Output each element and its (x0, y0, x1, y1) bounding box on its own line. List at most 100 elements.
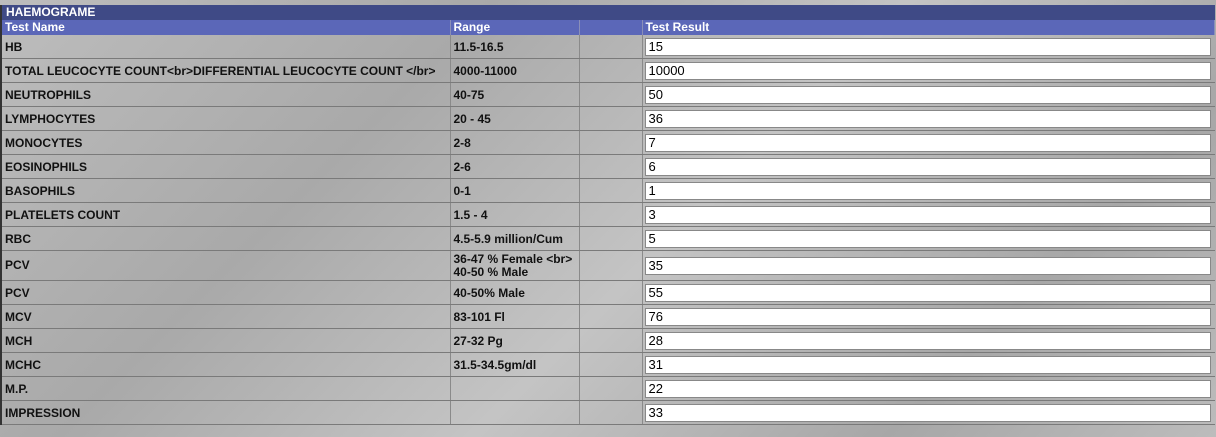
result-cell (642, 178, 1215, 203)
test-result-input[interactable] (644, 157, 1211, 176)
test-name: RBC (2, 226, 451, 251)
result-cell (642, 250, 1215, 281)
test-result-input[interactable] (644, 307, 1211, 326)
test-range: 36-47 % Female <br> 40-50 % Male (450, 250, 580, 281)
header-blank (579, 20, 643, 35)
test-result-input[interactable] (644, 331, 1211, 350)
test-name: PCV (2, 250, 451, 281)
test-range: 1.5 - 4 (450, 202, 580, 227)
test-name: HB (2, 35, 451, 59)
table-row: IMPRESSION (2, 400, 1215, 425)
table-row: M.P. (2, 376, 1215, 401)
blank-cell (579, 304, 643, 329)
result-cell (642, 376, 1215, 401)
test-range: 20 - 45 (450, 106, 580, 131)
test-result-input[interactable] (644, 229, 1211, 248)
table-row: LYMPHOCYTES 20 - 45 (2, 106, 1215, 131)
table-row: PLATELETS COUNT 1.5 - 4 (2, 202, 1215, 227)
test-range: 11.5-16.5 (450, 35, 580, 59)
blank-cell (579, 352, 643, 377)
blank-cell (579, 250, 643, 281)
blank-cell (579, 400, 643, 425)
result-cell (642, 280, 1215, 305)
result-cell (642, 130, 1215, 155)
result-cell (642, 226, 1215, 251)
test-name: MCHC (2, 352, 451, 377)
section-title: HAEMOGRAME (2, 5, 1215, 20)
test-name: PLATELETS COUNT (2, 202, 451, 227)
test-result-input[interactable] (644, 205, 1211, 224)
table-row: NEUTROPHILS 40-75 (2, 82, 1215, 107)
test-range: 83-101 Fl (450, 304, 580, 329)
table-row: MCHC 31.5-34.5gm/dl (2, 352, 1215, 377)
test-range: 31.5-34.5gm/dl (450, 352, 580, 377)
test-name: NEUTROPHILS (2, 82, 451, 107)
test-range (450, 400, 580, 425)
blank-cell (579, 35, 643, 59)
test-range: 2-8 (450, 130, 580, 155)
blank-cell (579, 130, 643, 155)
test-name: MONOCYTES (2, 130, 451, 155)
result-cell (642, 328, 1215, 353)
result-cell (642, 106, 1215, 131)
test-range: 40-75 (450, 82, 580, 107)
test-result-input[interactable] (644, 256, 1211, 275)
test-result-input[interactable] (644, 283, 1211, 302)
result-cell (642, 304, 1215, 329)
header-test-result: Test Result (642, 20, 1215, 35)
table-row: MCH 27-32 Pg (2, 328, 1215, 353)
test-name: LYMPHOCYTES (2, 106, 451, 131)
test-range: 4000-11000 (450, 58, 580, 83)
test-result-input[interactable] (644, 85, 1211, 104)
blank-cell (579, 226, 643, 251)
test-name: TOTAL LEUCOCYTE COUNT<br>DIFFERENTIAL LE… (2, 58, 451, 83)
table-row: HB 11.5-16.5 (2, 35, 1215, 59)
test-result-input[interactable] (644, 37, 1211, 56)
table-row: TOTAL LEUCOCYTE COUNT<br>DIFFERENTIAL LE… (2, 58, 1215, 83)
test-range: 40-50% Male (450, 280, 580, 305)
table-row: EOSINOPHILS 2-6 (2, 154, 1215, 179)
test-range: 4.5-5.9 million/Cum (450, 226, 580, 251)
test-range: 0-1 (450, 178, 580, 203)
result-cell (642, 352, 1215, 377)
test-name: EOSINOPHILS (2, 154, 451, 179)
blank-cell (579, 376, 643, 401)
result-cell (642, 35, 1215, 59)
test-name: IMPRESSION (2, 400, 451, 425)
result-cell (642, 202, 1215, 227)
test-range: 2-6 (450, 154, 580, 179)
test-result-input[interactable] (644, 403, 1211, 422)
blank-cell (579, 82, 643, 107)
blank-cell (579, 58, 643, 83)
test-result-input[interactable] (644, 133, 1211, 152)
test-name: PCV (2, 280, 451, 305)
test-name: MCV (2, 304, 451, 329)
haemogram-panel: HAEMOGRAME Test Name Range Test Result H… (0, 5, 1215, 425)
test-result-input[interactable] (644, 379, 1211, 398)
test-result-input[interactable] (644, 61, 1211, 80)
table-row: MCV 83-101 Fl (2, 304, 1215, 329)
blank-cell (579, 328, 643, 353)
test-result-input[interactable] (644, 355, 1211, 374)
result-cell (642, 154, 1215, 179)
header-range: Range (450, 20, 580, 35)
test-range (450, 376, 580, 401)
blank-cell (579, 154, 643, 179)
table-row: RBC 4.5-5.9 million/Cum (2, 226, 1215, 251)
table-row: BASOPHILS 0-1 (2, 178, 1215, 203)
result-cell (642, 82, 1215, 107)
blank-cell (579, 106, 643, 131)
blank-cell (579, 202, 643, 227)
table-row: PCV 40-50% Male (2, 280, 1215, 305)
header-test-name: Test Name (2, 20, 451, 35)
table-row: MONOCYTES 2-8 (2, 130, 1215, 155)
result-cell (642, 400, 1215, 425)
test-name: MCH (2, 328, 451, 353)
test-result-input[interactable] (644, 109, 1211, 128)
blank-cell (579, 280, 643, 305)
test-name: BASOPHILS (2, 178, 451, 203)
test-result-input[interactable] (644, 181, 1211, 200)
test-range: 27-32 Pg (450, 328, 580, 353)
result-cell (642, 58, 1215, 83)
blank-cell (579, 178, 643, 203)
